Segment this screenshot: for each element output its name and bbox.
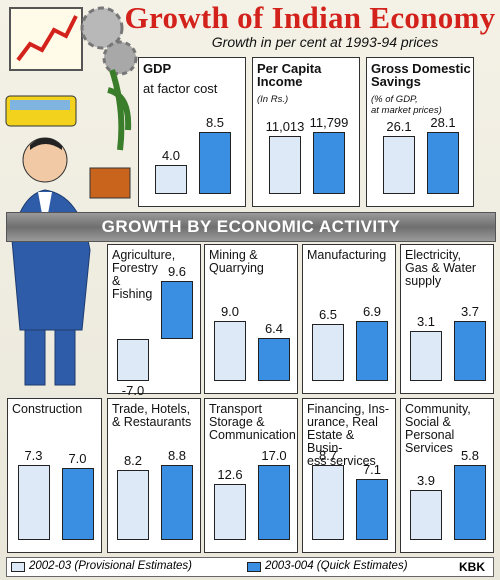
chart-panel: Construction 7.3 7.0 <box>7 398 102 553</box>
value-label: 8.8 <box>167 448 187 463</box>
bar <box>161 465 193 540</box>
credit: KBK <box>459 560 485 574</box>
chart-title: Trade, Hotels, & Restaurants <box>112 402 192 429</box>
machine <box>89 167 131 199</box>
value-label: 8.2 <box>123 453 143 469</box>
chart-title: Financing, Ins- urance, Real Estate & Bu… <box>307 402 389 468</box>
chart-panel: Trade, Hotels, & Restaurants 8.2 8.8 <box>107 398 201 553</box>
chart-title: Mining & Quarrying <box>209 248 264 275</box>
gear <box>80 6 124 50</box>
value-label: 8.5 <box>205 115 225 130</box>
bar <box>410 489 442 540</box>
chart-title: Agriculture, Forestry & Fishing <box>112 248 176 301</box>
bar <box>427 132 459 194</box>
chart-panel: Transport Storage & Communication 12.6 17.… <box>204 398 298 553</box>
chart-panel: Community, Social & Personal Services 3.9… <box>400 398 494 553</box>
legend-label: 2002-03 (Provisional Estimates) <box>29 560 192 572</box>
bar <box>454 465 486 540</box>
man-suit <box>11 189 91 331</box>
bar <box>214 484 246 540</box>
chart-panel: Per Capita Income (In Rs.) 11,013 11,799 <box>252 57 360 207</box>
chart-icon <box>9 7 83 71</box>
value-label: 3.9 <box>416 472 436 488</box>
chart-panel: Gross Domestic Savings (% of GDP, at mark… <box>366 57 474 207</box>
value-label: 7.3 <box>24 448 43 463</box>
bar <box>17 465 50 540</box>
chart-title: Construction <box>12 402 83 416</box>
bar <box>410 330 442 381</box>
value-label: 3.1 <box>416 313 436 329</box>
value-label: 8.7 <box>318 448 338 463</box>
man-shirt <box>38 192 52 230</box>
legend-swatch <box>247 562 261 572</box>
chart-panel: Mining & Quarrying 9.0 6.4 <box>204 244 298 394</box>
chart-title: Per Capita Income <box>257 61 322 89</box>
bar <box>312 324 344 381</box>
chart-panel: Financing, Ins- urance, Real Estate & Bu… <box>302 398 396 553</box>
legend-label: 2003-004 (Quick Estimates) <box>265 560 408 572</box>
chart-subtitle: at factor cost <box>143 81 218 96</box>
bar <box>117 338 149 381</box>
chart-title: Manufacturing <box>307 248 387 262</box>
bar <box>356 321 388 381</box>
value-label: 7.0 <box>68 451 87 467</box>
value-label: 7.1 <box>362 461 382 477</box>
chart-title: Gross Domestic Savings <box>371 61 471 89</box>
value-label: 9.6 <box>167 264 187 279</box>
chart-subtitle: (% of GDP, at market prices) <box>371 94 442 116</box>
chart-panel: Manufacturing 6.5 6.9 <box>302 244 396 394</box>
value-label: 3.7 <box>460 304 480 319</box>
value-label: 4.0 <box>161 147 181 163</box>
bar <box>454 321 486 381</box>
bar <box>117 470 149 540</box>
chart-title: GDP <box>143 61 172 76</box>
title: Growth of Indian Economy <box>124 0 496 35</box>
man-leg <box>54 329 76 386</box>
bar <box>199 132 231 194</box>
bar <box>313 132 345 194</box>
value-label: 12.6 <box>217 467 243 483</box>
plant <box>107 69 132 151</box>
value-label: -7.0 <box>121 383 145 398</box>
bus-window <box>10 100 70 110</box>
man-hair <box>30 137 62 150</box>
gear <box>102 40 138 76</box>
value-label: 5.8 <box>460 448 480 463</box>
chart-title: Community, Social & Personal Services <box>405 402 471 455</box>
chart-title: Electricity, Gas & Water supply <box>405 248 477 288</box>
value-label: 6.5 <box>318 307 338 323</box>
bar <box>383 136 415 194</box>
chart-icon-line <box>16 15 78 62</box>
subtitle: Growth in per cent at 1993-94 prices <box>211 34 439 50</box>
value-label: 28.1 <box>430 115 456 130</box>
value-label: 9.0 <box>220 304 240 319</box>
section-title: GROWTH BY ECONOMIC ACTIVITY <box>6 212 496 242</box>
bar <box>61 468 94 540</box>
value-label: 26.1 <box>386 119 412 135</box>
bar <box>155 164 187 194</box>
bar <box>312 465 344 540</box>
chart-title: Transport Storage & Communication <box>209 402 296 442</box>
man-leg <box>24 329 46 386</box>
bar <box>269 136 301 194</box>
bar <box>356 478 388 540</box>
value-label: 6.4 <box>264 321 284 337</box>
bar <box>214 321 246 381</box>
value-label: 11,799 <box>309 115 349 130</box>
value-label: 11,013 <box>265 119 305 135</box>
chart-panel: Electricity, Gas & Water supply 3.1 3.7 <box>400 244 494 394</box>
bar <box>258 338 290 381</box>
bar <box>258 465 290 540</box>
bar <box>161 281 193 339</box>
legend-swatch <box>11 562 25 572</box>
chart-panel: Agriculture, Forestry & Fishing -7.0 9.6 <box>107 244 201 398</box>
chart-subtitle: (In Rs.) <box>257 94 289 105</box>
value-label: 6.9 <box>362 304 382 319</box>
legend: KBK 2002-03 (Provisional Estimates) 2003-… <box>6 557 494 577</box>
chart-panel: GDP at factor cost 4.0 8.5 <box>138 57 246 207</box>
value-label: 17.0 <box>261 448 287 463</box>
